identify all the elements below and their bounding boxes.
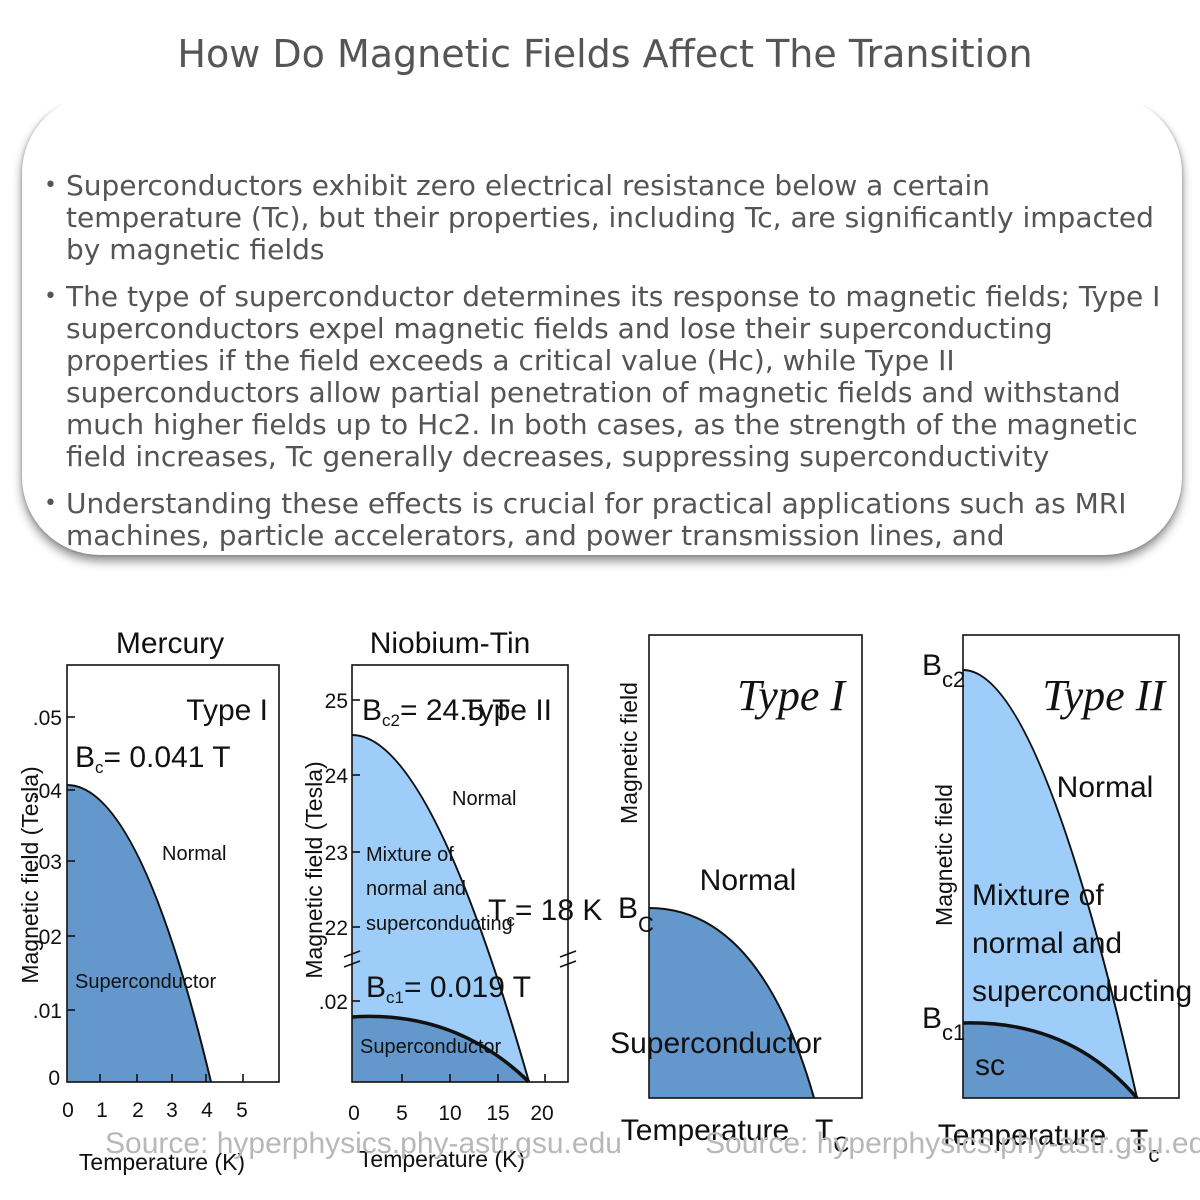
mercury-y-tick-label: .02	[33, 926, 62, 949]
niobium-tin-ticks	[343, 699, 577, 1082]
niobium-tin-superconductor-label: Superconductor	[360, 1036, 502, 1058]
type1-tc-label: TC	[815, 1114, 849, 1157]
mercury-y-axis-label: Magnetic field (Tesla)	[17, 766, 43, 983]
type2-lower-critical-curve	[962, 1021, 1139, 1100]
type1-plot-frame	[648, 634, 863, 1099]
type2-mixed-region	[963, 670, 1137, 1098]
card-top-fade	[0, 80, 1200, 120]
mercury-y-tick-label: .01	[33, 1000, 62, 1023]
type2-tc-label: Tc	[1130, 1124, 1159, 1167]
niobium-tin-superconductor-region	[352, 1016, 529, 1082]
niobium-tin-title: Niobium-Tin	[370, 627, 531, 660]
niobium-tin-lower-critical-curve	[351, 1014, 531, 1084]
mercury-y-tick-label: 0	[48, 1067, 60, 1090]
niobium-tin-mixed-label: normal and	[366, 878, 466, 900]
niobium-tin-y-tick-label: 24	[325, 765, 349, 788]
type2-sc-region	[963, 1022, 1137, 1098]
niobium-tin-mixed-label: superconducting	[366, 913, 513, 935]
mercury-title: Mercury	[116, 627, 224, 660]
niobium-tin-x-tick-label: 15	[486, 1102, 509, 1125]
mercury-y-tick-label: .04	[33, 780, 63, 803]
mercury-superconductor-label: Superconductor	[75, 971, 217, 993]
type1-normal-label: Normal	[700, 864, 797, 897]
niobium-tin-tc-label: Tc= 18 K	[488, 894, 602, 930]
mercury-superconductor-region	[67, 785, 211, 1082]
bullet-list: Superconductors exhibit zero electrical …	[44, 170, 1164, 592]
type2-mixed-label: Mixture of	[972, 879, 1104, 912]
source-watermark-right: Source: hyperphysics.phy-astr.gsu.edu	[705, 1127, 1200, 1160]
type1-bc-label: BC	[618, 892, 654, 937]
mercury-x-tick-label: 0	[62, 1099, 74, 1122]
type1-panel: Type I Normal Superconductor BC Magnetic…	[610, 634, 863, 1157]
mercury-x-tick-label: 1	[96, 1099, 108, 1122]
type1-x-axis-label: Temperature	[621, 1114, 789, 1147]
type2-type-label: Type II	[1042, 671, 1167, 720]
niobium-tin-mixed-label: Mixture of	[366, 844, 454, 866]
mercury-type-label: Type I	[186, 694, 268, 727]
mercury-critical-curve	[66, 784, 212, 1083]
mercury-x-tick-label: 5	[236, 1099, 248, 1122]
niobium-tin-y-tick-label: .02	[319, 991, 348, 1014]
niobium-tin-x-tick-label: 10	[438, 1102, 461, 1125]
bullet-item: Understanding these effects is crucial f…	[44, 488, 1164, 552]
niobium-tin-panel: Niobium-Tin 25 24 23 22 .02 0 5 10 15 20…	[301, 627, 602, 1172]
niobium-tin-normal-label: Normal	[452, 788, 516, 810]
type2-upper-critical-curve	[962, 669, 1138, 1099]
niobium-tin-plot-frame	[351, 664, 569, 1083]
mercury-y-tick-label: .05	[33, 707, 62, 730]
bullet-item: The type of superconductor determines it…	[44, 281, 1164, 473]
niobium-tin-y-tick-label: 23	[325, 842, 348, 865]
niobium-tin-x-axis-label: Temperature (K)	[359, 1146, 525, 1172]
niobium-tin-x-tick-label: 5	[396, 1102, 408, 1125]
mercury-panel: Mercury .05 .04 .03 .02 .01 0 0 1 2 3 4 …	[17, 627, 280, 1175]
phase-diagram-figure: Mercury .05 .04 .03 .02 .01 0 0 1 2 3 4 …	[17, 627, 1200, 1175]
type2-x-axis-label: Temperature	[938, 1119, 1106, 1152]
type2-plot-frame	[962, 634, 1180, 1099]
niobium-tin-mixed-region	[352, 735, 529, 1082]
type2-mixed-label: superconducting	[972, 975, 1192, 1008]
mercury-bc-label: Bc= 0.041 T	[75, 741, 231, 777]
type2-panel: Type II Normal Mixture of normal and sup…	[922, 634, 1192, 1167]
mercury-y-ticks	[67, 716, 244, 1082]
niobium-tin-type-label: Type II	[462, 694, 552, 727]
type1-critical-curve	[648, 907, 815, 1099]
type1-y-axis-label: Magnetic field	[616, 682, 642, 824]
niobium-tin-bc2-label: Bc2= 24.5 T	[362, 694, 510, 730]
mercury-x-tick-label: 4	[201, 1099, 213, 1122]
mercury-x-tick-label: 2	[132, 1099, 144, 1122]
type2-normal-label: Normal	[1057, 771, 1154, 804]
type2-sc-label: sc	[975, 1049, 1005, 1082]
type2-bc1-label: Bc1	[922, 1002, 965, 1045]
source-watermark-left: Source: hyperphysics.phy-astr.gsu.edu	[105, 1127, 622, 1160]
type2-mixed-label: normal and	[972, 927, 1122, 960]
type2-bc2-label: Bc2	[922, 649, 965, 692]
type1-type-label: Type I	[737, 671, 847, 720]
niobium-tin-y-axis-label: Magnetic field (Tesla)	[301, 761, 327, 978]
niobium-tin-x-tick-label: 20	[530, 1102, 553, 1125]
niobium-tin-y-tick-label: 25	[325, 690, 348, 713]
type1-superconductor-label: Superconductor	[610, 1027, 822, 1060]
mercury-x-tick-label: 3	[166, 1099, 178, 1122]
mercury-x-axis-label: Temperature (K)	[79, 1149, 245, 1175]
niobium-tin-x-tick-label: 0	[348, 1102, 360, 1125]
niobium-tin-y-tick-label: 22	[325, 917, 348, 940]
niobium-tin-upper-critical-curve	[351, 734, 530, 1083]
niobium-tin-bc1-label: Bc1= 0.019 T	[366, 971, 531, 1007]
bullet-item: Superconductors exhibit zero electrical …	[44, 170, 1164, 266]
mercury-y-tick-label: .03	[33, 851, 62, 874]
mercury-normal-label: Normal	[162, 843, 226, 865]
type1-superconductor-region	[649, 908, 814, 1098]
mercury-plot-frame	[66, 664, 280, 1083]
type2-y-axis-label: Magnetic field	[931, 784, 957, 926]
